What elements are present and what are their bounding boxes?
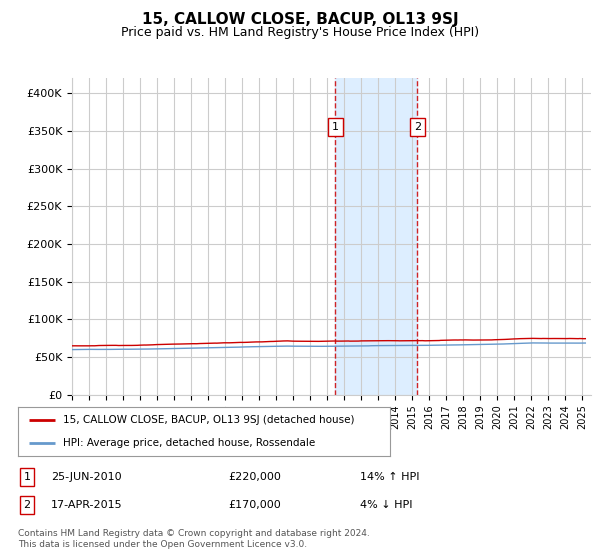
Text: 1: 1 — [332, 123, 339, 132]
Text: 15, CALLOW CLOSE, BACUP, OL13 9SJ (detached house): 15, CALLOW CLOSE, BACUP, OL13 9SJ (detac… — [62, 416, 354, 426]
Text: Price paid vs. HM Land Registry's House Price Index (HPI): Price paid vs. HM Land Registry's House … — [121, 26, 479, 39]
Bar — [335, 78, 417, 395]
Text: Contains HM Land Registry data © Crown copyright and database right 2024.
This d: Contains HM Land Registry data © Crown c… — [18, 529, 370, 549]
Text: 4% ↓ HPI: 4% ↓ HPI — [360, 500, 413, 510]
Text: £170,000: £170,000 — [228, 500, 281, 510]
Text: 1: 1 — [23, 472, 31, 482]
Text: 25-JUN-2010: 25-JUN-2010 — [51, 472, 122, 482]
Text: 17-APR-2015: 17-APR-2015 — [51, 500, 122, 510]
Text: 15, CALLOW CLOSE, BACUP, OL13 9SJ: 15, CALLOW CLOSE, BACUP, OL13 9SJ — [142, 12, 458, 27]
Text: 14% ↑ HPI: 14% ↑ HPI — [360, 472, 419, 482]
Text: HPI: Average price, detached house, Rossendale: HPI: Average price, detached house, Ross… — [62, 438, 315, 448]
Text: 2: 2 — [23, 500, 31, 510]
Text: £220,000: £220,000 — [228, 472, 281, 482]
Text: 2: 2 — [414, 123, 421, 132]
